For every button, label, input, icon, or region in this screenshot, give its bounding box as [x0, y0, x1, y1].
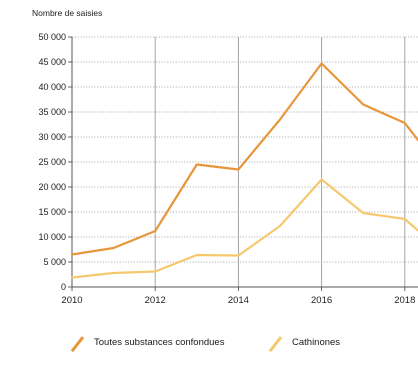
x-tick-label: 2012	[145, 295, 166, 306]
legend-label-all-substances: Toutes substances confondues	[94, 337, 225, 348]
y-tick-label: 10 000	[38, 232, 66, 242]
series-line-1	[70, 178, 418, 279]
y-tick-label: 45 000	[38, 57, 66, 67]
y-tick-label: 5 000	[43, 257, 66, 267]
y-tick-label: 15 000	[38, 207, 66, 217]
legend-swatch-cathinones	[268, 336, 282, 352]
x-tick-label: 2018	[394, 295, 415, 306]
x-tick-label: 2010	[61, 295, 82, 306]
y-tick-label: 0	[61, 282, 66, 292]
y-tick-label: 50 000	[38, 32, 66, 42]
tick-label-layer: 0 5 000 10 000 15 000 20 000 25 000 30 000 35 0…	[38, 32, 415, 306]
legend-swatch-all-substances	[70, 336, 84, 352]
legend-label-cathinones: Cathinones	[292, 337, 341, 348]
y-axis-title: Nombre de saisies	[32, 8, 103, 18]
series-layer	[70, 62, 418, 279]
x-tick-label: 2014	[228, 295, 249, 306]
axis-layer	[68, 36, 418, 291]
y-tick-label: 25 000	[38, 157, 66, 167]
y-tick-label: 40 000	[38, 82, 66, 92]
grid-layer	[72, 36, 418, 287]
y-tick-label: 35 000	[38, 107, 66, 117]
legend: Toutes substances confondues Cathinones	[0, 333, 418, 353]
y-tick-label: 20 000	[38, 182, 66, 192]
y-tick-label: 30 000	[38, 132, 66, 142]
series-line-0	[70, 62, 418, 256]
x-tick-label: 2016	[311, 295, 332, 306]
